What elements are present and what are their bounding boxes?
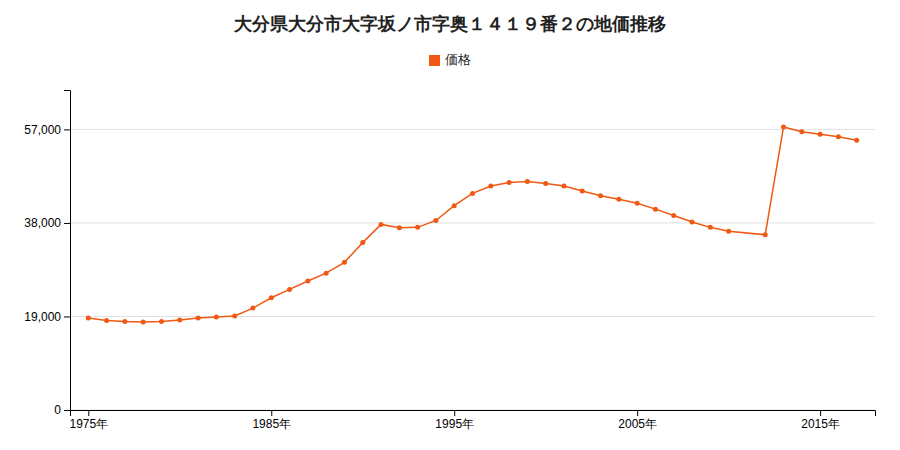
x-axis-line (71, 411, 876, 417)
tick-mark (88, 410, 89, 416)
point (580, 188, 585, 193)
point (342, 260, 347, 265)
point (415, 225, 420, 230)
legend-label: 価格 (445, 52, 471, 67)
tick-label: 19,000 (24, 310, 61, 324)
point (360, 240, 365, 245)
tick: 1985年 (252, 410, 291, 431)
point (635, 201, 640, 206)
point (214, 314, 219, 319)
point (799, 129, 804, 134)
tick-mark (271, 410, 272, 416)
point (287, 287, 292, 292)
point (671, 213, 676, 218)
point (507, 180, 512, 185)
point (269, 295, 274, 300)
grid-line (70, 222, 875, 223)
point (708, 225, 713, 230)
legend-swatch (429, 55, 440, 66)
point (653, 207, 658, 212)
tick: 2015年 (801, 410, 840, 431)
y-axis: 0 19,000 38,000 57,000 (24, 91, 70, 418)
grid (70, 129, 875, 410)
grid-line (70, 129, 875, 130)
point (525, 179, 530, 184)
tick: 2005年 (618, 410, 657, 431)
point (726, 229, 731, 234)
line (88, 127, 856, 322)
tick-label: 38,000 (24, 216, 61, 230)
tick-label: 1985年 (252, 417, 291, 431)
chart: 1975年 1985年 1995年 2005年 2015年 0 19,000 38,000 57… (0, 0, 900, 450)
tick-mark (637, 410, 638, 416)
tick-label: 1995年 (435, 417, 474, 431)
point (379, 222, 384, 227)
grid-line (70, 316, 875, 317)
point (159, 319, 164, 324)
point (305, 279, 310, 284)
point (836, 134, 841, 139)
point (854, 138, 859, 143)
tick: 0 (54, 403, 70, 417)
point (177, 317, 182, 322)
tick-label: 0 (54, 403, 61, 417)
tick-mark (64, 316, 70, 317)
tick-label: 1975年 (69, 417, 108, 431)
point (470, 191, 475, 196)
point (690, 219, 695, 224)
tick-mark (454, 410, 455, 416)
markers (86, 124, 859, 324)
point (433, 218, 438, 223)
point (616, 197, 621, 202)
tick-mark (64, 129, 70, 130)
tick-label: 2005年 (618, 417, 657, 431)
point (250, 306, 255, 311)
tick: 1975年 (69, 410, 108, 431)
point (196, 315, 201, 320)
point (104, 318, 109, 323)
point (543, 181, 548, 186)
plot-area: 1975年 1985年 1995年 2005年 2015年 0 19,000 38,000 57… (24, 91, 875, 431)
point (86, 315, 91, 320)
y-axis-line (64, 91, 71, 411)
point (818, 132, 823, 137)
tick-mark (820, 410, 821, 416)
tick-label: 2015年 (801, 417, 840, 431)
point (232, 313, 237, 318)
x-axis: 1975年 1985年 1995年 2005年 2015年 (69, 410, 875, 431)
point (122, 319, 127, 324)
tick-mark (64, 410, 70, 411)
tick: 19,000 (24, 310, 70, 324)
tick: 57,000 (24, 123, 70, 137)
point (763, 232, 768, 237)
point (598, 193, 603, 198)
point (397, 225, 402, 230)
point (141, 319, 146, 324)
title: 大分県大分市大字坂ノ市字奥１４１９番２の地価推移 (233, 13, 666, 34)
tick-mark (64, 223, 70, 224)
point (561, 184, 566, 189)
tick: 38,000 (24, 216, 70, 230)
series-group (86, 124, 859, 324)
tick-label: 57,000 (24, 123, 61, 137)
point (488, 184, 493, 189)
tick: 1995年 (435, 410, 474, 431)
legend-item: 価格 (429, 52, 471, 67)
point (324, 271, 329, 276)
point (452, 203, 457, 208)
point (781, 124, 786, 129)
legend: 価格 (429, 52, 471, 67)
